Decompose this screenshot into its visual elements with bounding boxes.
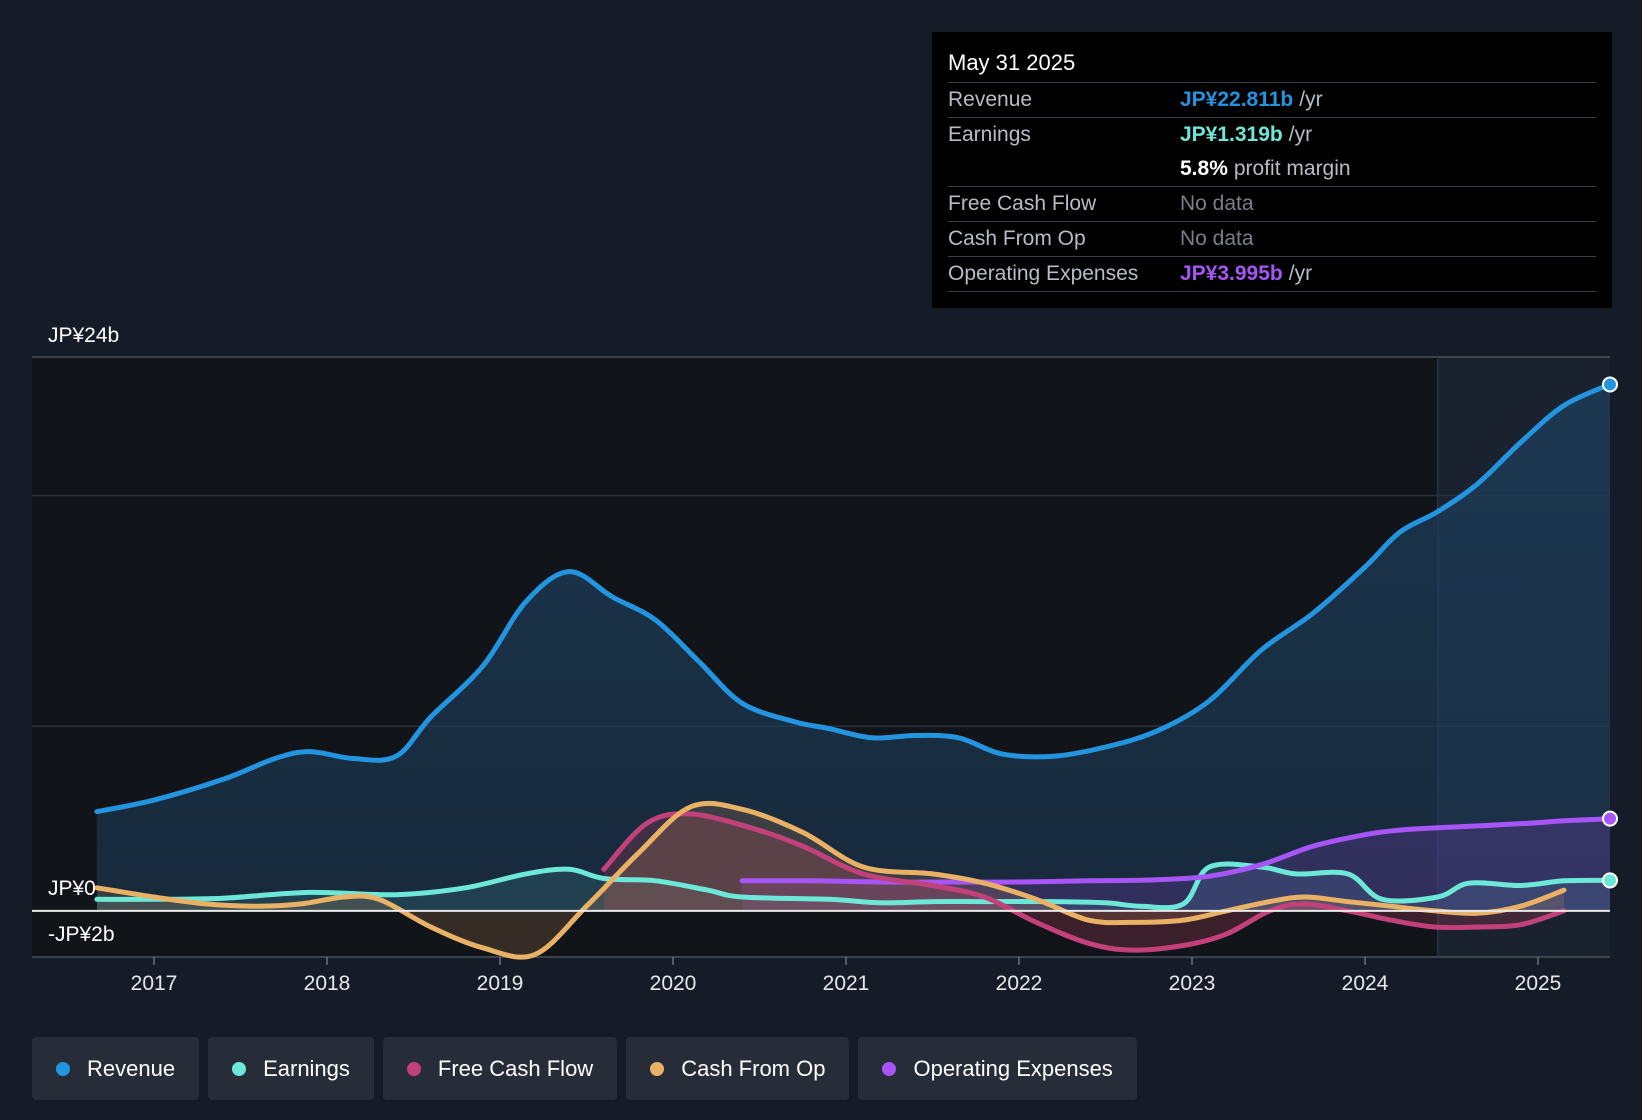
x-axis: 2017 2018 2019 2020 2021 2022 2023 2024 2025: [131, 957, 1562, 995]
cfo-line: [94, 800, 1567, 960]
earnings-line: [94, 861, 1613, 911]
revenue-line: [94, 381, 1613, 815]
tooltip-label: Operating Expenses: [948, 262, 1139, 285]
tooltip-label: Free Cash Flow: [948, 192, 1097, 215]
tooltip-label: Revenue: [948, 88, 1033, 111]
fcf-line: [601, 811, 1567, 953]
tooltip-margin-text: profit margin: [1233, 157, 1351, 180]
tooltip-value-revenue: JP¥22.811b: [1180, 88, 1294, 111]
y-label-bottom: -JP¥2b: [48, 923, 115, 946]
legend-item-earnings[interactable]: Earnings: [208, 1037, 374, 1100]
x-tick-label: 2018: [304, 972, 351, 995]
x-tick-label: 2023: [1169, 972, 1216, 995]
legend-label: Operating Expenses: [913, 1055, 1113, 1081]
x-tick-label: 2024: [1342, 972, 1389, 995]
tooltip-unit: /yr: [1288, 123, 1313, 146]
opex-end-point: [1602, 810, 1618, 827]
x-tick-label: 2017: [131, 972, 178, 995]
legend-dot-icon: [406, 1061, 421, 1076]
tooltip-value-cfo: No data: [1180, 227, 1254, 250]
legend-dot-icon: [56, 1061, 70, 1076]
revenue-area: [96, 384, 1610, 911]
legend: Revenue Earnings Free Cash Flow Cash Fro…: [32, 1037, 1137, 1100]
tooltip-value-opex: JP¥3.995b: [1180, 262, 1283, 285]
legend-dot-icon: [882, 1061, 897, 1076]
tooltip-row-earnings: Earnings JP¥1.319b /yr: [948, 118, 1596, 152]
y-label-zero: JP¥0: [48, 877, 96, 900]
tooltip-label: Earnings: [948, 123, 1031, 146]
x-tick-label: 2025: [1515, 972, 1562, 995]
legend-item-opex[interactable]: Operating Expenses: [858, 1037, 1137, 1100]
legend-label: Free Cash Flow: [437, 1055, 594, 1081]
legend-item-fcf[interactable]: Free Cash Flow: [382, 1037, 618, 1100]
legend-item-cfo[interactable]: Cash From Op: [626, 1037, 850, 1100]
tooltip-row-fcf: Free Cash Flow No data: [948, 187, 1596, 222]
x-tick-label: 2019: [477, 972, 524, 995]
x-tick-label: 2022: [996, 972, 1043, 995]
tooltip-row-opex: Operating Expenses JP¥3.995b /yr: [948, 257, 1596, 292]
earnings-area: [96, 863, 1610, 911]
revenue-end-point: [1602, 376, 1618, 393]
legend-dot-icon: [650, 1061, 665, 1076]
tooltip-row-revenue: Revenue JP¥22.811b /yr: [948, 83, 1596, 118]
legend-label: Revenue: [87, 1055, 176, 1081]
tooltip-value-earnings: JP¥1.319b: [1180, 123, 1283, 146]
legend-label: Cash From Op: [681, 1055, 826, 1081]
tooltip-date: May 31 2025: [948, 46, 1596, 83]
tooltip-unit: /yr: [1288, 262, 1313, 285]
tooltip-label: Cash From Op: [948, 227, 1086, 250]
tooltip-row-cfo: Cash From Op No data: [948, 222, 1596, 257]
legend-dot-icon: [232, 1061, 247, 1076]
tooltip-value-fcf: No data: [1180, 192, 1254, 215]
tooltip: May 31 2025 Revenue JP¥22.811b /yr Earni…: [932, 32, 1612, 308]
tooltip-value-margin: 5.8%: [1180, 157, 1228, 180]
tooltip-unit: /yr: [1299, 88, 1323, 111]
tooltip-row-margin: 5.8% profit margin: [948, 152, 1596, 187]
legend-item-revenue[interactable]: Revenue: [32, 1037, 200, 1100]
x-tick-label: 2020: [650, 972, 697, 995]
y-label-top: JP¥24b: [48, 324, 119, 347]
earnings-end-point: [1602, 872, 1618, 889]
x-tick-label: 2021: [823, 972, 870, 995]
opex-area: [742, 818, 1610, 911]
legend-label: Earnings: [263, 1055, 350, 1081]
